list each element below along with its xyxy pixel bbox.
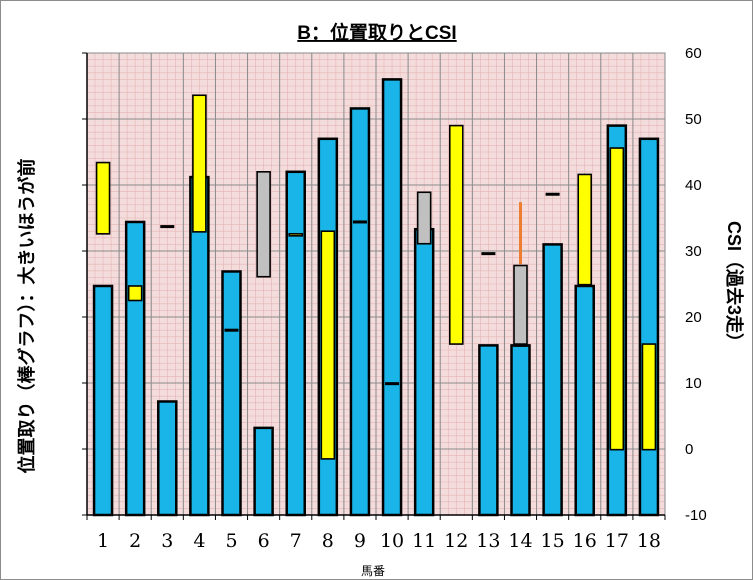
x-tick-label: 12 <box>444 530 468 552</box>
position-bar <box>221 270 242 517</box>
csi-range-yellow <box>577 173 593 286</box>
position-bar <box>381 78 403 517</box>
x-tick-label: 8 <box>322 530 334 552</box>
csi-range-yellow <box>192 94 207 233</box>
position-bar <box>478 344 499 517</box>
x-tick-label: 7 <box>290 530 302 552</box>
x-tick-label: 16 <box>573 530 597 552</box>
csi-range-yellow <box>641 343 657 451</box>
y2-tick-label: 40 <box>685 177 702 194</box>
chart-title: B：位置取りとCSI <box>297 21 456 44</box>
csi-range-yellow <box>609 147 625 451</box>
csi-range-yellow <box>288 233 304 237</box>
y2-axis-title: CSI（過去3走） <box>724 221 745 351</box>
x-tick-label: 18 <box>637 530 661 552</box>
x-tick-label: 3 <box>161 530 173 552</box>
position-bar <box>92 284 114 517</box>
position-bar <box>157 400 178 517</box>
position-bar <box>349 107 371 517</box>
x-tick-label: 15 <box>541 530 565 552</box>
x-tick-label: 14 <box>508 530 532 552</box>
position-bar <box>413 227 435 517</box>
y2-tick-label: 20 <box>685 309 702 326</box>
position-bar <box>253 426 274 517</box>
x-tick-label: 9 <box>354 530 366 552</box>
csi-range-gray <box>256 171 271 278</box>
position-bar <box>574 284 595 517</box>
y2-tick-label: 60 <box>685 45 702 62</box>
csi-range-yellow <box>448 124 464 345</box>
position-bar <box>542 243 563 517</box>
y2-tick-label: -10 <box>685 507 707 524</box>
x-tick-label: 2 <box>129 530 141 552</box>
y-axis-title: 位置取り（棒グラフ）：大きいほうが前 <box>16 159 37 474</box>
x-tick-label: 11 <box>412 530 436 552</box>
x-tick-label: 17 <box>605 530 629 552</box>
csi-range-yellow <box>127 285 143 302</box>
x-tick-label: 6 <box>258 530 270 552</box>
x-tick-label: 13 <box>476 530 500 552</box>
csi-range-yellow <box>95 161 111 235</box>
position-bar <box>124 220 146 517</box>
y2-tick-label: 10 <box>685 375 702 392</box>
x-tick-label: 1 <box>97 530 109 552</box>
x-tick-label: 5 <box>225 530 237 552</box>
position-bar <box>638 137 660 517</box>
y2-tick-label: 50 <box>685 111 702 128</box>
csi-range-gray <box>416 191 432 245</box>
x-tick-label: 10 <box>380 530 404 552</box>
y2-tick-label: 0 <box>685 441 693 458</box>
csi-range-gray <box>513 264 528 345</box>
y2-tick-label: 30 <box>685 243 702 260</box>
csi-range-yellow <box>320 230 336 460</box>
position-bar <box>510 344 531 517</box>
x-axis-title: 馬番 <box>361 564 385 578</box>
x-tick-label: 4 <box>193 530 205 552</box>
position-bar <box>285 170 306 517</box>
